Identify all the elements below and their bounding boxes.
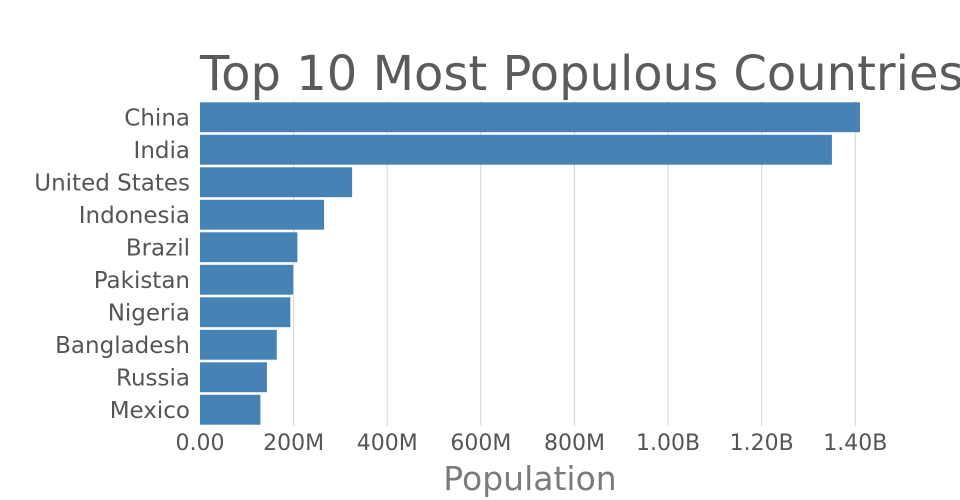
category-label: Bangladesh: [55, 333, 190, 359]
bar: [200, 232, 298, 263]
category-label: United States: [34, 170, 190, 196]
x-tick-label: 1.00B: [636, 431, 700, 456]
x-tick-label: 800M: [544, 431, 605, 456]
bar: [200, 329, 277, 360]
x-tick-label: 400M: [357, 431, 418, 456]
bar: [200, 167, 353, 198]
category-label: Russia: [116, 365, 190, 391]
x-tick-label: 200M: [263, 431, 324, 456]
x-tick-label: 600M: [450, 431, 511, 456]
x-tick-label: 1.40B: [823, 431, 887, 456]
bar: [200, 394, 261, 425]
x-tick-label: 0.00: [176, 431, 225, 456]
category-label: Mexico: [110, 398, 190, 424]
category-labels: China India United States Indonesia Brazil Pa…: [34, 105, 190, 424]
x-tick-labels: 0.00 200M 400M 600M 800M 1.00B 1.20B 1.40B: [176, 431, 888, 456]
bar: [200, 297, 291, 328]
chart-title: Top 10 Most Populous Countries: [199, 46, 960, 102]
category-label: Pakistan: [94, 268, 190, 294]
category-label: Brazil: [126, 235, 190, 261]
bar: [200, 199, 325, 230]
category-label: China: [124, 105, 190, 131]
bar: [200, 264, 294, 295]
category-label: India: [134, 138, 190, 164]
category-label: Indonesia: [79, 203, 190, 229]
bar: [200, 102, 860, 133]
bar: [200, 362, 267, 393]
x-tick-label: 1.20B: [730, 431, 794, 456]
x-axis-title: Population: [443, 459, 616, 498]
bars: [200, 102, 860, 425]
category-label: Nigeria: [108, 300, 190, 326]
bar: [200, 134, 832, 165]
